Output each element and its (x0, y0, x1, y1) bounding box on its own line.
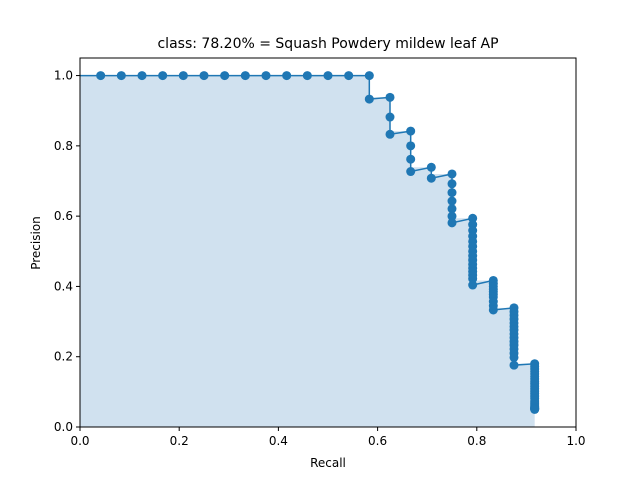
y-tick-label: 0.6 (54, 209, 73, 223)
y-tick-label: 0.4 (54, 279, 73, 293)
x-tick-label: 0.6 (368, 434, 387, 448)
x-tick-label: 0.2 (170, 434, 189, 448)
y-tick-label: 1.0 (54, 69, 73, 83)
pr-point (426, 173, 436, 183)
y-axis-ticks: 0.0 0.2 0.4 0.6 0.8 1.0 (54, 69, 80, 434)
pr-point (96, 71, 106, 81)
pr-point (509, 360, 519, 370)
ap-area (80, 75, 535, 428)
pr-point (447, 196, 457, 206)
pr-point (468, 213, 478, 223)
pr-point (406, 167, 416, 177)
pr-point (488, 305, 498, 315)
pr-point (447, 211, 457, 221)
pr-point (530, 404, 540, 414)
x-tick-label: 0.8 (467, 434, 486, 448)
pr-point (385, 129, 395, 139)
pr-point (447, 218, 457, 228)
y-tick-label: 0.2 (54, 350, 73, 364)
pr-point (302, 71, 312, 81)
pr-point (385, 92, 395, 102)
pr-point (447, 169, 457, 179)
pr-point (137, 71, 147, 81)
pr-point (158, 71, 168, 81)
pr-point (509, 352, 519, 362)
pr-point (447, 179, 457, 189)
x-tick-label: 0.0 (70, 434, 89, 448)
pr-point (447, 188, 457, 198)
axes-frame (79, 57, 577, 428)
pr-point (199, 71, 209, 81)
pr-point (220, 71, 230, 81)
x-axis-ticks: 0.0 0.2 0.4 0.6 0.8 1.0 (70, 427, 586, 448)
pr-point (468, 274, 478, 284)
y-tick-label: 0.0 (54, 420, 73, 434)
y-tick-label: 0.8 (54, 139, 73, 153)
pr-point (178, 71, 188, 81)
pr-point (447, 204, 457, 214)
pr-point (406, 141, 416, 151)
x-tick-label: 1.0 (566, 434, 585, 448)
x-axis-label: Recall (310, 456, 346, 470)
chart-title: class: 78.20% = Squash Powdery mildew le… (157, 36, 498, 52)
x-tick-label: 0.4 (269, 434, 288, 448)
pr-point (468, 280, 478, 290)
pr-point (323, 71, 333, 81)
pr-point (385, 112, 395, 122)
pr-point (240, 71, 250, 81)
pr-point (261, 71, 271, 81)
pr-point (344, 71, 354, 81)
pr-point (282, 71, 292, 81)
pr-point (364, 94, 374, 104)
pr-point (116, 71, 126, 81)
pr-point (364, 71, 374, 81)
pr-point (426, 162, 436, 172)
y-axis-label: Precision (29, 216, 43, 270)
pr-point (406, 154, 416, 164)
plot-area (80, 71, 540, 428)
pr-point (406, 126, 416, 136)
